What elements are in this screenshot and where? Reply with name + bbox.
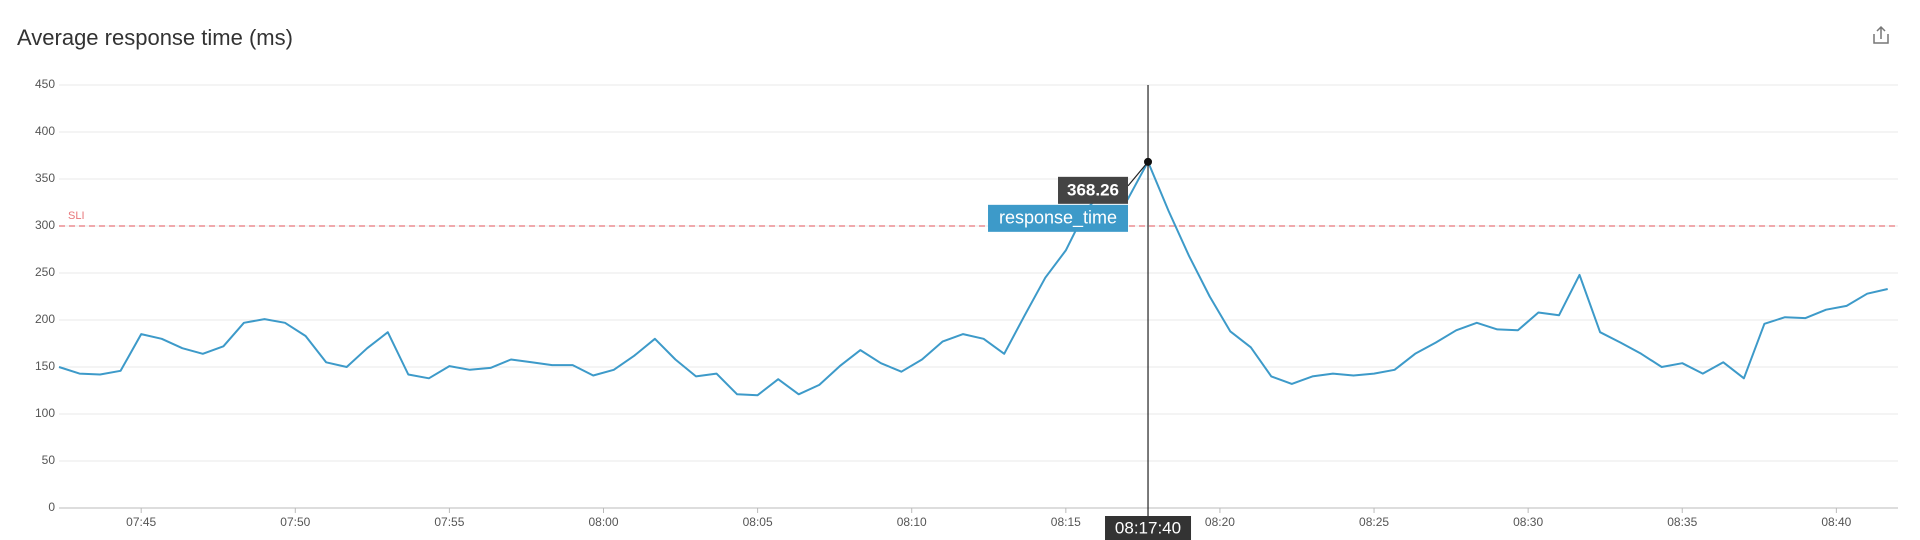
- y-tick-label: 50: [42, 453, 56, 467]
- y-tick-label: 150: [35, 359, 55, 373]
- y-tick-label: 100: [35, 406, 55, 420]
- x-tick-label: 07:55: [434, 515, 464, 529]
- threshold-label: SLI: [68, 210, 85, 222]
- x-tick-label: 08:25: [1359, 515, 1389, 529]
- y-tick-label: 450: [35, 77, 55, 91]
- x-tick-label: 08:05: [743, 515, 773, 529]
- y-tick-label: 350: [35, 171, 55, 185]
- tooltip-x: 08:17:40: [1115, 518, 1181, 537]
- x-tick-label: 07:45: [126, 515, 156, 529]
- tooltip-series-name: response_time: [999, 208, 1117, 229]
- y-tick-label: 0: [48, 500, 55, 514]
- x-tick-label: 08:15: [1051, 515, 1081, 529]
- x-tick-label: 08:10: [897, 515, 927, 529]
- hover-point: [1144, 157, 1153, 166]
- chart-title: Average response time (ms): [17, 25, 293, 50]
- tooltip-series-box: [988, 204, 1129, 232]
- y-tick-label: 400: [35, 124, 55, 138]
- share-icon: [1873, 34, 1889, 44]
- tooltip-value-box: [1058, 176, 1129, 204]
- x-tick-label: 08:40: [1821, 515, 1851, 529]
- share-button[interactable]: [1873, 25, 1889, 44]
- y-tick-label: 200: [35, 312, 55, 326]
- x-tick-label: 08:35: [1667, 515, 1697, 529]
- series-line: [58, 160, 1888, 397]
- x-tick-label: 07:50: [280, 515, 310, 529]
- y-tick-label: 300: [35, 218, 55, 232]
- x-tick-label: 08:20: [1205, 515, 1235, 529]
- tooltip-connector: [1127, 161, 1149, 187]
- x-tick-label: 08:30: [1513, 515, 1543, 529]
- tooltip-x-box: [1105, 516, 1192, 540]
- share-icon-arrow: [1876, 25, 1886, 39]
- x-tick-label: 08:00: [588, 515, 618, 529]
- tooltip-value: 368.26: [1067, 180, 1119, 199]
- y-tick-label: 250: [35, 265, 55, 279]
